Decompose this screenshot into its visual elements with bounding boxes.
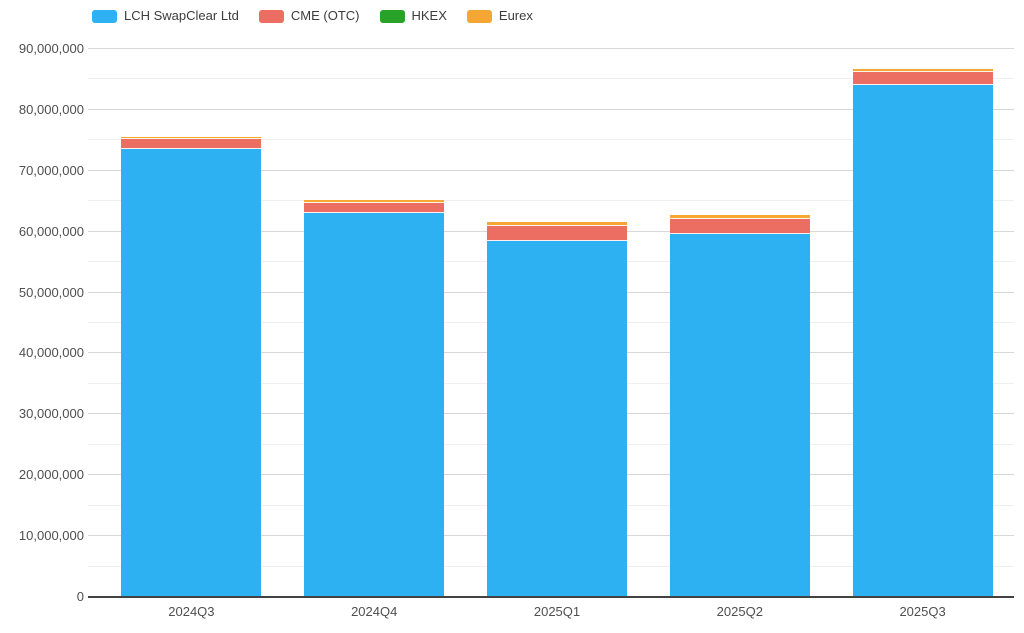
bar-segment-lch-swapclear-ltd[interactable] — [304, 213, 445, 597]
y-tick-label: 0 — [76, 589, 84, 604]
y-tick-label: 50,000,000 — [18, 284, 84, 300]
legend-label: Eurex — [498, 8, 533, 23]
bar-slot-2025q2 — [648, 49, 831, 597]
gridline-minor — [88, 200, 1014, 202]
bar-2025q3 — [852, 68, 993, 597]
bar-2024q3 — [121, 136, 262, 597]
x-axis-labels: 2024Q3 2024Q4 2025Q1 2025Q2 2025Q3 — [100, 604, 1014, 619]
legend-swatch-icon — [379, 9, 405, 23]
y-tick-label: 90,000,000 — [18, 41, 84, 56]
legend-swatch-icon — [258, 9, 284, 23]
y-tick-label: 70,000,000 — [18, 162, 84, 178]
bar-segment-cme-otc[interactable] — [669, 219, 810, 235]
bar-segment-cme-otc[interactable] — [304, 202, 445, 214]
legend-label: CME (OTC) — [290, 8, 360, 23]
x-tick-label-2025q3: 2025Q3 — [899, 604, 946, 619]
y-tick-label: 10,000,000 — [18, 528, 84, 544]
bar-segment-eurex[interactable] — [852, 68, 993, 73]
plot-area — [100, 49, 1014, 597]
bar-segment-cme-otc[interactable] — [486, 225, 627, 242]
y-tick-label: 20,000,000 — [18, 467, 84, 483]
legend-item-lch-swapclear-ltd[interactable]: LCH SwapClear Ltd — [92, 6, 239, 26]
x-tick-label-2024q4: 2024Q4 — [351, 604, 398, 619]
bar-2025q2 — [669, 215, 810, 597]
legend-item-hkex[interactable]: HKEX — [379, 6, 447, 26]
bar-slot-2024q4 — [283, 49, 466, 597]
bar-segment-cme-otc[interactable] — [121, 139, 262, 150]
bar-segment-lch-swapclear-ltd[interactable] — [486, 241, 627, 597]
legend-swatch-icon — [92, 9, 117, 23]
bar-2025q1 — [486, 222, 627, 597]
bar-slot-2025q1 — [466, 49, 649, 597]
legend-label: LCH SwapClear Ltd — [124, 8, 239, 23]
bar-segment-cme-otc[interactable] — [852, 72, 993, 85]
y-tick-label: 30,000,000 — [18, 406, 84, 422]
legend-item-eurex[interactable]: Eurex — [466, 6, 533, 26]
legend-label: HKEX — [411, 8, 447, 23]
legend-swatch-icon — [466, 9, 492, 23]
y-axis-labels: 0 10,000,000 20,000,000 30,000,000 40,000,00… — [0, 41, 84, 604]
gridline-major — [88, 48, 1014, 49]
bar-segment-eurex[interactable] — [669, 215, 810, 220]
x-tick-label-2025q2: 2025Q2 — [716, 604, 763, 619]
bar-segment-lch-swapclear-ltd[interactable] — [121, 149, 262, 597]
gridline-major — [88, 169, 1014, 171]
y-tick-label: 80,000,000 — [18, 101, 84, 117]
gridline-major — [88, 108, 1014, 110]
y-tick-label: 40,000,000 — [18, 345, 84, 361]
legend: LCH SwapClear Ltd CME (OTC) HKEX Eurex — [92, 6, 553, 26]
y-tick-label: 60,000,000 — [18, 223, 84, 239]
bar-segment-eurex[interactable] — [121, 136, 262, 140]
bar-segment-lch-swapclear-ltd[interactable] — [669, 234, 810, 597]
x-axis-line — [88, 596, 1014, 598]
bar-2024q4 — [304, 199, 445, 597]
bar-slot-2025q3 — [831, 49, 1014, 597]
bar-segment-eurex[interactable] — [486, 222, 627, 226]
gridline-minor — [88, 139, 1014, 141]
x-tick-label-2025q1: 2025Q1 — [533, 604, 581, 619]
bar-segment-lch-swapclear-ltd[interactable] — [852, 84, 993, 597]
bar-slot-2024q3 — [100, 49, 283, 597]
gridline-minor — [88, 78, 1014, 80]
x-tick-label-2024q3: 2024Q3 — [168, 604, 215, 619]
legend-item-cme-otc[interactable]: CME (OTC) — [258, 6, 360, 26]
bar-segment-eurex[interactable] — [304, 199, 445, 203]
